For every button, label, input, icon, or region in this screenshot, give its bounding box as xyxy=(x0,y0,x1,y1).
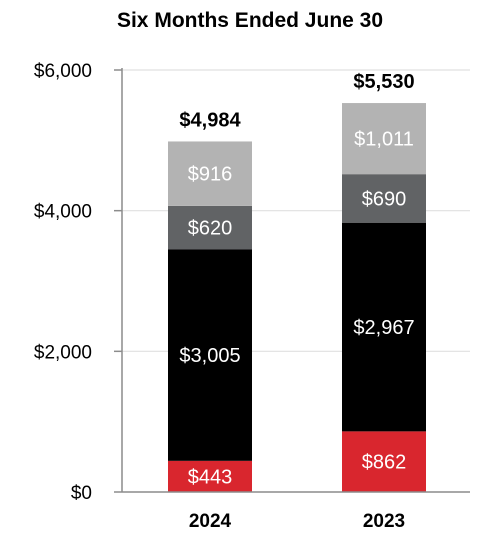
x-axis: 2024 2023 xyxy=(122,491,470,532)
bar-segment xyxy=(168,460,252,492)
segment-value-label: $862 xyxy=(362,452,407,474)
y-tick-label: $2,000 xyxy=(34,342,92,363)
segment-value-label: $620 xyxy=(188,218,233,240)
bar-segments: $443 $3,005 $620 $916 $4,984 $862 $2,967 $690 $1… xyxy=(168,71,426,492)
y-tick-label: $4,000 xyxy=(34,202,92,223)
chart-title: Six Months Ended June 30 xyxy=(117,9,383,32)
segment-value-label: $443 xyxy=(188,466,233,488)
segment-value-label: $916 xyxy=(188,164,233,186)
x-tick-label: 2023 xyxy=(363,511,405,532)
bar-segment xyxy=(342,222,426,432)
y-tick-label: $6,000 xyxy=(34,61,92,82)
bar-segment xyxy=(342,431,426,492)
y-tick-label: $0 xyxy=(71,483,92,504)
bar-total-label: $5,530 xyxy=(353,71,414,93)
x-tick-label: 2024 xyxy=(189,511,232,532)
y-axis: $0 $2,000 $4,000 $6,000 xyxy=(34,61,123,504)
segment-value-label: $1,011 xyxy=(354,129,414,151)
bar-segment xyxy=(342,174,426,223)
bar-segment xyxy=(168,205,252,250)
bar-segment xyxy=(168,249,252,461)
segment-value-label: $690 xyxy=(362,188,407,210)
segment-value-label: $3,005 xyxy=(179,345,240,367)
bar-total-label: $4,984 xyxy=(179,109,241,131)
segment-value-label: $2,967 xyxy=(353,317,414,339)
bar-segment xyxy=(342,103,426,175)
bar-segment xyxy=(168,141,252,206)
